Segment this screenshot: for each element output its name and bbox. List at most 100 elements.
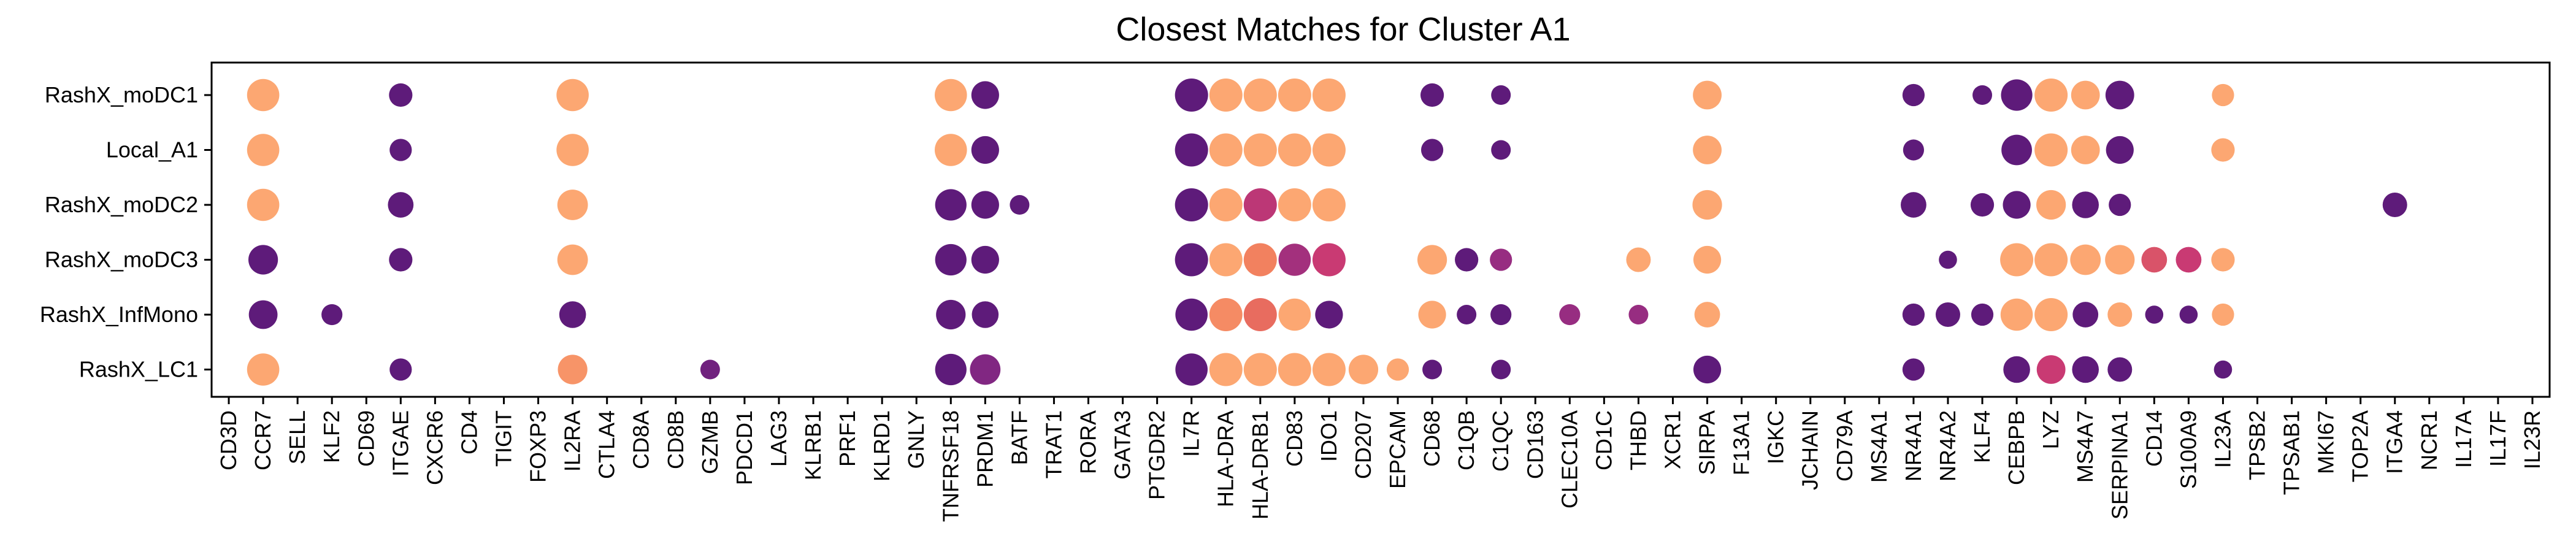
column-label: C1QB — [1454, 410, 1479, 470]
dot-rashx-modc3-itgae — [389, 248, 413, 272]
dot-rashx-lc1-il7r — [1175, 353, 1208, 386]
column-label: BATF — [1006, 410, 1032, 465]
dot-rashx-modc3-cd83 — [1278, 243, 1311, 276]
dot-rashx-modc1-hla-dra — [1209, 79, 1243, 112]
dot-rashx-modc3-sirpa — [1693, 245, 1722, 274]
dot-rashx-modc1-prdm1 — [971, 81, 999, 109]
column-label: KLRB1 — [800, 410, 826, 480]
dot-rashx-infmono-c1qb — [1457, 305, 1477, 324]
column-label: CD3D — [216, 410, 241, 470]
column-label: XCR1 — [1660, 410, 1685, 469]
dot-rashx-infmono-klf4 — [1971, 303, 1994, 326]
column-label: GNLY — [903, 410, 929, 469]
dot-rashx-infmono-thbd — [1628, 305, 1649, 324]
dot-rashx-infmono-lyz — [2034, 298, 2068, 331]
dot-rashx-lc1-cebpb — [2003, 356, 2030, 383]
column-label: HLA-DRB1 — [1248, 410, 1273, 519]
column-label: CD207 — [1351, 410, 1376, 479]
dot-rashx-modc2-cebpb — [2003, 191, 2031, 219]
dot-rashx-modc3-hla-dra — [1209, 243, 1243, 277]
dot-rashx-modc3-ido1 — [1312, 243, 1346, 277]
column-label: SELL — [285, 410, 310, 464]
dot-local-a1-cd83 — [1278, 133, 1311, 167]
dot-rashx-modc1-nr4a1 — [1902, 83, 1925, 107]
column-label: GZMB — [697, 410, 723, 474]
dot-rashx-modc1-cd83 — [1278, 79, 1311, 112]
dot-rashx-modc1-c1qc — [1491, 85, 1511, 105]
column-label: IL7R — [1179, 410, 1204, 457]
column-label: GATA3 — [1110, 410, 1135, 480]
dot-rashx-lc1-prdm1 — [970, 354, 1001, 385]
dot-rashx-lc1-cd83 — [1278, 353, 1311, 386]
column-label: KLRD1 — [869, 410, 894, 481]
dot-rashx-modc3-ms4a7 — [2070, 244, 2101, 275]
column-label: C1QC — [1488, 410, 1513, 472]
dot-rashx-modc3-il23a — [2211, 248, 2235, 272]
dot-rashx-modc3-c1qb — [1455, 248, 1479, 272]
dot-rashx-infmono-il2ra — [559, 301, 586, 328]
dot-local-a1-cd68 — [1420, 139, 1444, 161]
dot-rashx-modc3-c1qc — [1490, 248, 1512, 271]
dot-local-a1-lyz — [2034, 133, 2068, 167]
dot-rashx-lc1-ccr7 — [247, 353, 280, 386]
dot-rashx-modc1-klf4 — [1972, 85, 1993, 105]
dot-rashx-lc1-il2ra — [558, 355, 588, 385]
column-label: S100A9 — [2175, 410, 2201, 489]
dot-rashx-infmono-ido1 — [1315, 301, 1343, 329]
dot-rashx-modc2-nr4a1 — [1901, 192, 1926, 218]
column-label: ITGA4 — [2382, 410, 2407, 474]
column-label: IGKC — [1763, 410, 1788, 464]
dots — [247, 79, 2407, 386]
column-label: CD8A — [629, 410, 654, 469]
column-label: CD79A — [1832, 410, 1857, 481]
column-label: CTLA4 — [594, 410, 619, 479]
dot-rashx-modc1-ccr7 — [247, 79, 280, 112]
dot-rashx-modc3-cd68 — [1417, 245, 1447, 275]
dot-local-a1-il7r — [1175, 133, 1208, 167]
dot-rashx-modc2-sirpa — [1692, 190, 1722, 220]
dot-rashx-lc1-ms4a7 — [2072, 356, 2099, 383]
column-label: CEBPB — [2004, 410, 2029, 485]
column-label: CD83 — [1282, 410, 1307, 467]
dot-rashx-lc1-c1qc — [1491, 359, 1511, 380]
dot-rashx-modc2-itga4 — [2382, 193, 2407, 217]
column-label: IDO1 — [1316, 410, 1341, 462]
dot-rashx-lc1-serpina1 — [2107, 357, 2133, 382]
dot-rashx-modc1-il2ra — [556, 79, 589, 112]
row-label: RashX_moDC2 — [45, 192, 198, 217]
dot-local-a1-hla-drb1 — [1243, 133, 1277, 167]
dot-rashx-modc2-cd83 — [1278, 188, 1311, 221]
plot-frame — [210, 61, 2551, 398]
dot-local-a1-il23a — [2211, 138, 2235, 162]
column-label: CD8B — [663, 410, 688, 469]
dot-rashx-modc3-il2ra — [557, 244, 588, 275]
dot-rashx-lc1-il23a — [2214, 360, 2233, 379]
dot-local-a1-ms4a7 — [2071, 136, 2100, 164]
column-label: ITGAE — [388, 410, 413, 477]
row-label: Local_A1 — [106, 137, 198, 163]
dot-local-a1-ido1 — [1312, 133, 1346, 167]
dot-rashx-modc2-hla-drb1 — [1243, 188, 1277, 221]
column-label: CD69 — [353, 410, 378, 467]
column-label: IL23R — [2520, 410, 2545, 469]
dot-local-a1-serpina1 — [2106, 136, 2134, 164]
dot-local-a1-sirpa — [1693, 136, 1722, 164]
dot-rashx-modc2-lyz — [2036, 190, 2066, 220]
dot-rashx-lc1-lyz — [2036, 355, 2066, 384]
dot-rashx-modc3-ccr7 — [248, 245, 278, 275]
dot-rashx-modc3-prdm1 — [971, 245, 999, 274]
dot-rashx-modc2-ccr7 — [247, 188, 280, 221]
column-label: NR4A2 — [1935, 410, 1960, 481]
dot-rashx-modc2-tnfrsf18 — [935, 189, 967, 221]
column-label: CD4 — [456, 410, 481, 454]
dot-rashx-lc1-hla-drb1 — [1243, 353, 1277, 386]
row-label: RashX_LC1 — [79, 357, 198, 382]
column-label: CD14 — [2141, 410, 2166, 467]
dot-rashx-infmono-s100a9 — [2179, 305, 2198, 324]
dot-rashx-modc1-hla-drb1 — [1243, 79, 1277, 112]
dot-rashx-modc1-il23a — [2212, 83, 2234, 107]
dot-rashx-modc2-itgae — [388, 192, 414, 218]
column-label: THBD — [1625, 410, 1650, 470]
column-labels: CD3D CCR7 SELL KLF2 CD69 ITGAE CXCR6 CD4 TIGIT FO… — [216, 397, 2545, 522]
